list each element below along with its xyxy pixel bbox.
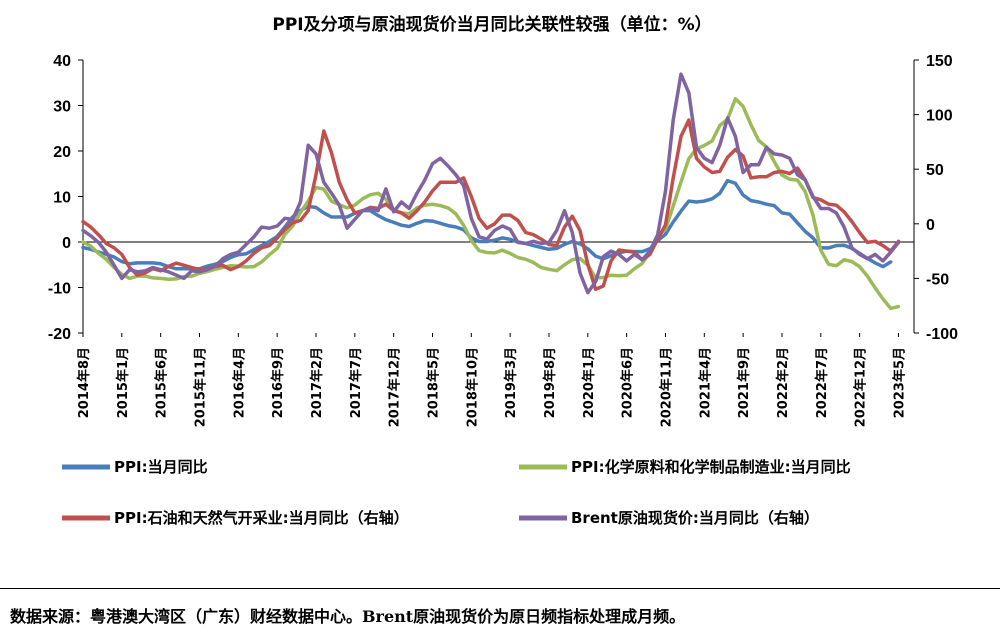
left-tick-label: 20 [53, 144, 71, 161]
x-tick-label: 2015年11月 [192, 347, 208, 427]
right-tick-label: -50 [926, 271, 949, 288]
x-tick-label: 2014年8月 [76, 347, 92, 418]
x-tick-label: 2016年9月 [270, 347, 286, 418]
series-line-1 [81, 178, 893, 271]
x-tick-label: 2022年12月 [853, 347, 869, 427]
x-tick-label: 2017年2月 [309, 347, 325, 418]
x-tick-label: 2019年3月 [503, 347, 519, 418]
series-line-4 [81, 72, 901, 295]
right-tick-label: 50 [926, 162, 944, 179]
left-tick-label: -20 [48, 326, 71, 343]
series-line-3 [81, 118, 901, 292]
x-tick-label: 2018年10月 [464, 347, 480, 427]
legend-label-4: Brent原油现货价:当月同比（右轴） [571, 509, 819, 527]
left-axis-ticks: 40 30 20 10 0 -10 -20 [48, 53, 83, 343]
chart: PPI及分项与原油现货价当月同比关联性较强（单位：%） 403020100-10… [48, 14, 958, 527]
x-tick-label: 2018年5月 [425, 347, 441, 418]
x-tick-label: 2020年1月 [581, 347, 597, 418]
x-tick-label: 2021年9月 [736, 347, 752, 418]
left-tick-label: 40 [53, 53, 71, 70]
legend-label-3: PPI:石油和天然气开采业:当月同比（右轴） [114, 509, 409, 527]
right-tick-label: 150 [926, 53, 953, 70]
left-tick-label: -10 [48, 281, 71, 298]
x-tick-label: 2015年6月 [154, 347, 170, 418]
x-tick-label: 2017年7月 [348, 347, 364, 418]
source-note: 数据来源：粤港澳大湾区（广东）财经数据中心。Brent原油现货价为原日频指标处理… [10, 607, 686, 626]
x-tick-label: 2021年4月 [697, 347, 713, 418]
x-tick-label: 2020年6月 [620, 347, 636, 418]
right-axis-ticks: 150 100 50 0 -50 -100 [914, 53, 958, 343]
x-tick-label: 2016年4月 [231, 347, 247, 418]
footer-divider [0, 588, 1000, 589]
axes [82, 60, 915, 333]
x-tick-label: 2022年2月 [775, 347, 791, 418]
left-tick-label: 0 [62, 235, 71, 252]
legend-label-2: PPI:化学原料和化学制品制造业:当月同比 [571, 458, 851, 476]
chart-title: PPI及分项与原油现货价当月同比关联性较强（单位：%） [272, 14, 711, 35]
series-line-2 [81, 96, 901, 311]
x-tick-label: 2020年11月 [658, 347, 674, 427]
right-tick-label: 0 [926, 217, 935, 234]
legend: PPI:当月同比 PPI:化学原料和化学制品制造业:当月同比 PPI:石油和天然气开… [62, 458, 851, 527]
x-axis-ticks: 2014年8月 2015年1月 2015年6月 2015年11月 2016年4月 2016… [76, 333, 907, 427]
x-tick-label: 2023年5月 [891, 347, 907, 418]
left-tick-label: 30 [53, 99, 71, 116]
legend-label-1: PPI:当月同比 [114, 458, 208, 476]
x-tick-label: 2015年1月 [115, 347, 131, 418]
right-tick-label: -100 [926, 326, 958, 343]
x-tick-label: 2019年8月 [542, 347, 558, 418]
x-tick-label: 2017年12月 [387, 347, 403, 427]
series-lines [81, 72, 901, 311]
right-tick-label: 100 [926, 108, 953, 125]
x-tick-label: 2022年7月 [814, 347, 830, 418]
left-tick-label: 10 [53, 190, 71, 207]
